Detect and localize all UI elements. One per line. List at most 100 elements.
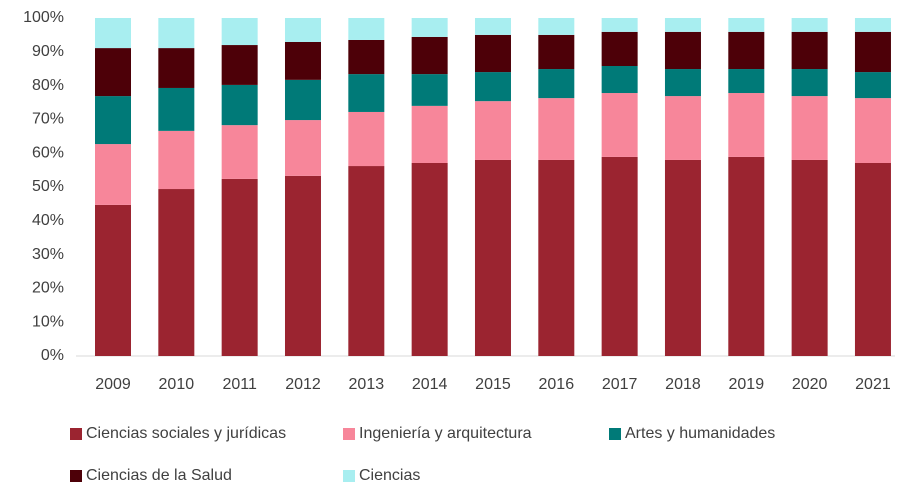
bar-segment (158, 48, 195, 88)
bar-segment (284, 41, 321, 80)
bar-segment (284, 18, 321, 42)
legend-label: Ciencias (359, 467, 420, 484)
legend-swatch (343, 470, 355, 482)
y-tick-label: 10% (32, 313, 64, 330)
bar-segment (348, 39, 385, 75)
bar-segment (728, 93, 765, 157)
y-tick-label: 60% (32, 144, 64, 161)
bar-segment (348, 111, 385, 167)
bar-segment (854, 72, 891, 99)
bar-segment (728, 69, 765, 94)
bar-segment (474, 101, 511, 160)
y-tick-label: 70% (32, 111, 64, 128)
y-tick-label: 20% (32, 280, 64, 297)
bar-segment (158, 87, 195, 131)
x-tick-label: 2018 (665, 376, 701, 393)
bar-segment (601, 156, 638, 356)
bar-segment (474, 34, 511, 73)
bar-segment (284, 120, 321, 176)
bar-segment (728, 18, 765, 32)
bar-segment (348, 74, 385, 112)
legend-swatch (70, 428, 82, 440)
bar-segment (791, 96, 828, 160)
bar-segment (538, 98, 575, 160)
x-tick-label: 2021 (855, 376, 891, 393)
x-tick-label: 2015 (475, 376, 511, 393)
bar-segment (95, 96, 131, 145)
x-tick-label: 2014 (412, 376, 448, 393)
bar-segment (411, 105, 448, 164)
bar-segment (538, 69, 575, 99)
bar-segment (854, 18, 891, 32)
bar-segment (791, 69, 828, 97)
legend-label: Artes y humanidades (625, 425, 775, 442)
bar-segment (95, 18, 131, 49)
y-tick-label: 90% (32, 43, 64, 60)
legend-label: Ciencias sociales y jurídicas (86, 425, 286, 442)
x-tick-label: 2012 (285, 376, 321, 393)
y-tick-label: 100% (23, 9, 64, 26)
bar-segment (95, 204, 131, 356)
bar-segment (664, 31, 701, 70)
bar-segment (664, 159, 701, 356)
x-tick-label: 2010 (159, 376, 195, 393)
bar-segment (601, 18, 638, 32)
bar-segment (95, 48, 131, 97)
bar-segment (791, 31, 828, 70)
x-tick-label: 2020 (792, 376, 828, 393)
bar-segment (411, 36, 448, 75)
legend-swatch (70, 470, 82, 482)
x-tick-label: 2017 (602, 376, 638, 393)
bar-segment (221, 45, 258, 85)
bar-segment (348, 166, 385, 356)
legend-swatch (343, 428, 355, 440)
bar-segment (158, 18, 195, 49)
x-tick-label: 2013 (349, 376, 385, 393)
legend-label: Ciencias de la Salud (86, 467, 232, 484)
bar-segment (284, 175, 321, 356)
bar-segment (791, 18, 828, 32)
bar-segment (474, 72, 511, 102)
bar-segment (538, 159, 575, 356)
bar-segment (95, 144, 131, 205)
x-tick-label: 2019 (729, 376, 765, 393)
y-tick-label: 80% (32, 77, 64, 94)
bar-segment (538, 34, 575, 70)
bar-segment (474, 18, 511, 35)
bar-segment (601, 93, 638, 157)
bar-segment (601, 65, 638, 94)
y-tick-label: 50% (32, 178, 64, 195)
bar-segment (158, 189, 195, 356)
bar-segment (664, 96, 701, 160)
bar-segment (474, 159, 511, 356)
bar-segment (411, 74, 448, 106)
bar-segment (284, 79, 321, 121)
bar-segment (411, 163, 448, 356)
x-tick-label: 2011 (222, 376, 257, 393)
bar-segment (221, 125, 258, 179)
bar-segment (854, 31, 891, 73)
bar-segment (221, 18, 258, 46)
x-tick-label: 2016 (539, 376, 575, 393)
bar-segment (348, 18, 385, 40)
bar-segment (538, 18, 575, 35)
bar-segment (791, 159, 828, 356)
bar-segment (411, 18, 448, 37)
bar-segment (664, 69, 701, 97)
x-tick-label: 2009 (95, 376, 131, 393)
bar-segment (728, 31, 765, 70)
bar-segment (601, 31, 638, 66)
bar-segment (854, 98, 891, 164)
bar-segment (221, 84, 258, 126)
y-tick-label: 40% (32, 212, 64, 229)
y-tick-label: 30% (32, 246, 64, 263)
bar-segment (221, 178, 258, 356)
y-tick-label: 0% (41, 347, 64, 364)
bar-segment (854, 163, 891, 356)
legend-swatch (609, 428, 621, 440)
legend-label: Ingeniería y arquitectura (359, 425, 532, 442)
bar-segment (158, 130, 195, 190)
bar-segment (664, 18, 701, 32)
bar-segment (728, 156, 765, 356)
